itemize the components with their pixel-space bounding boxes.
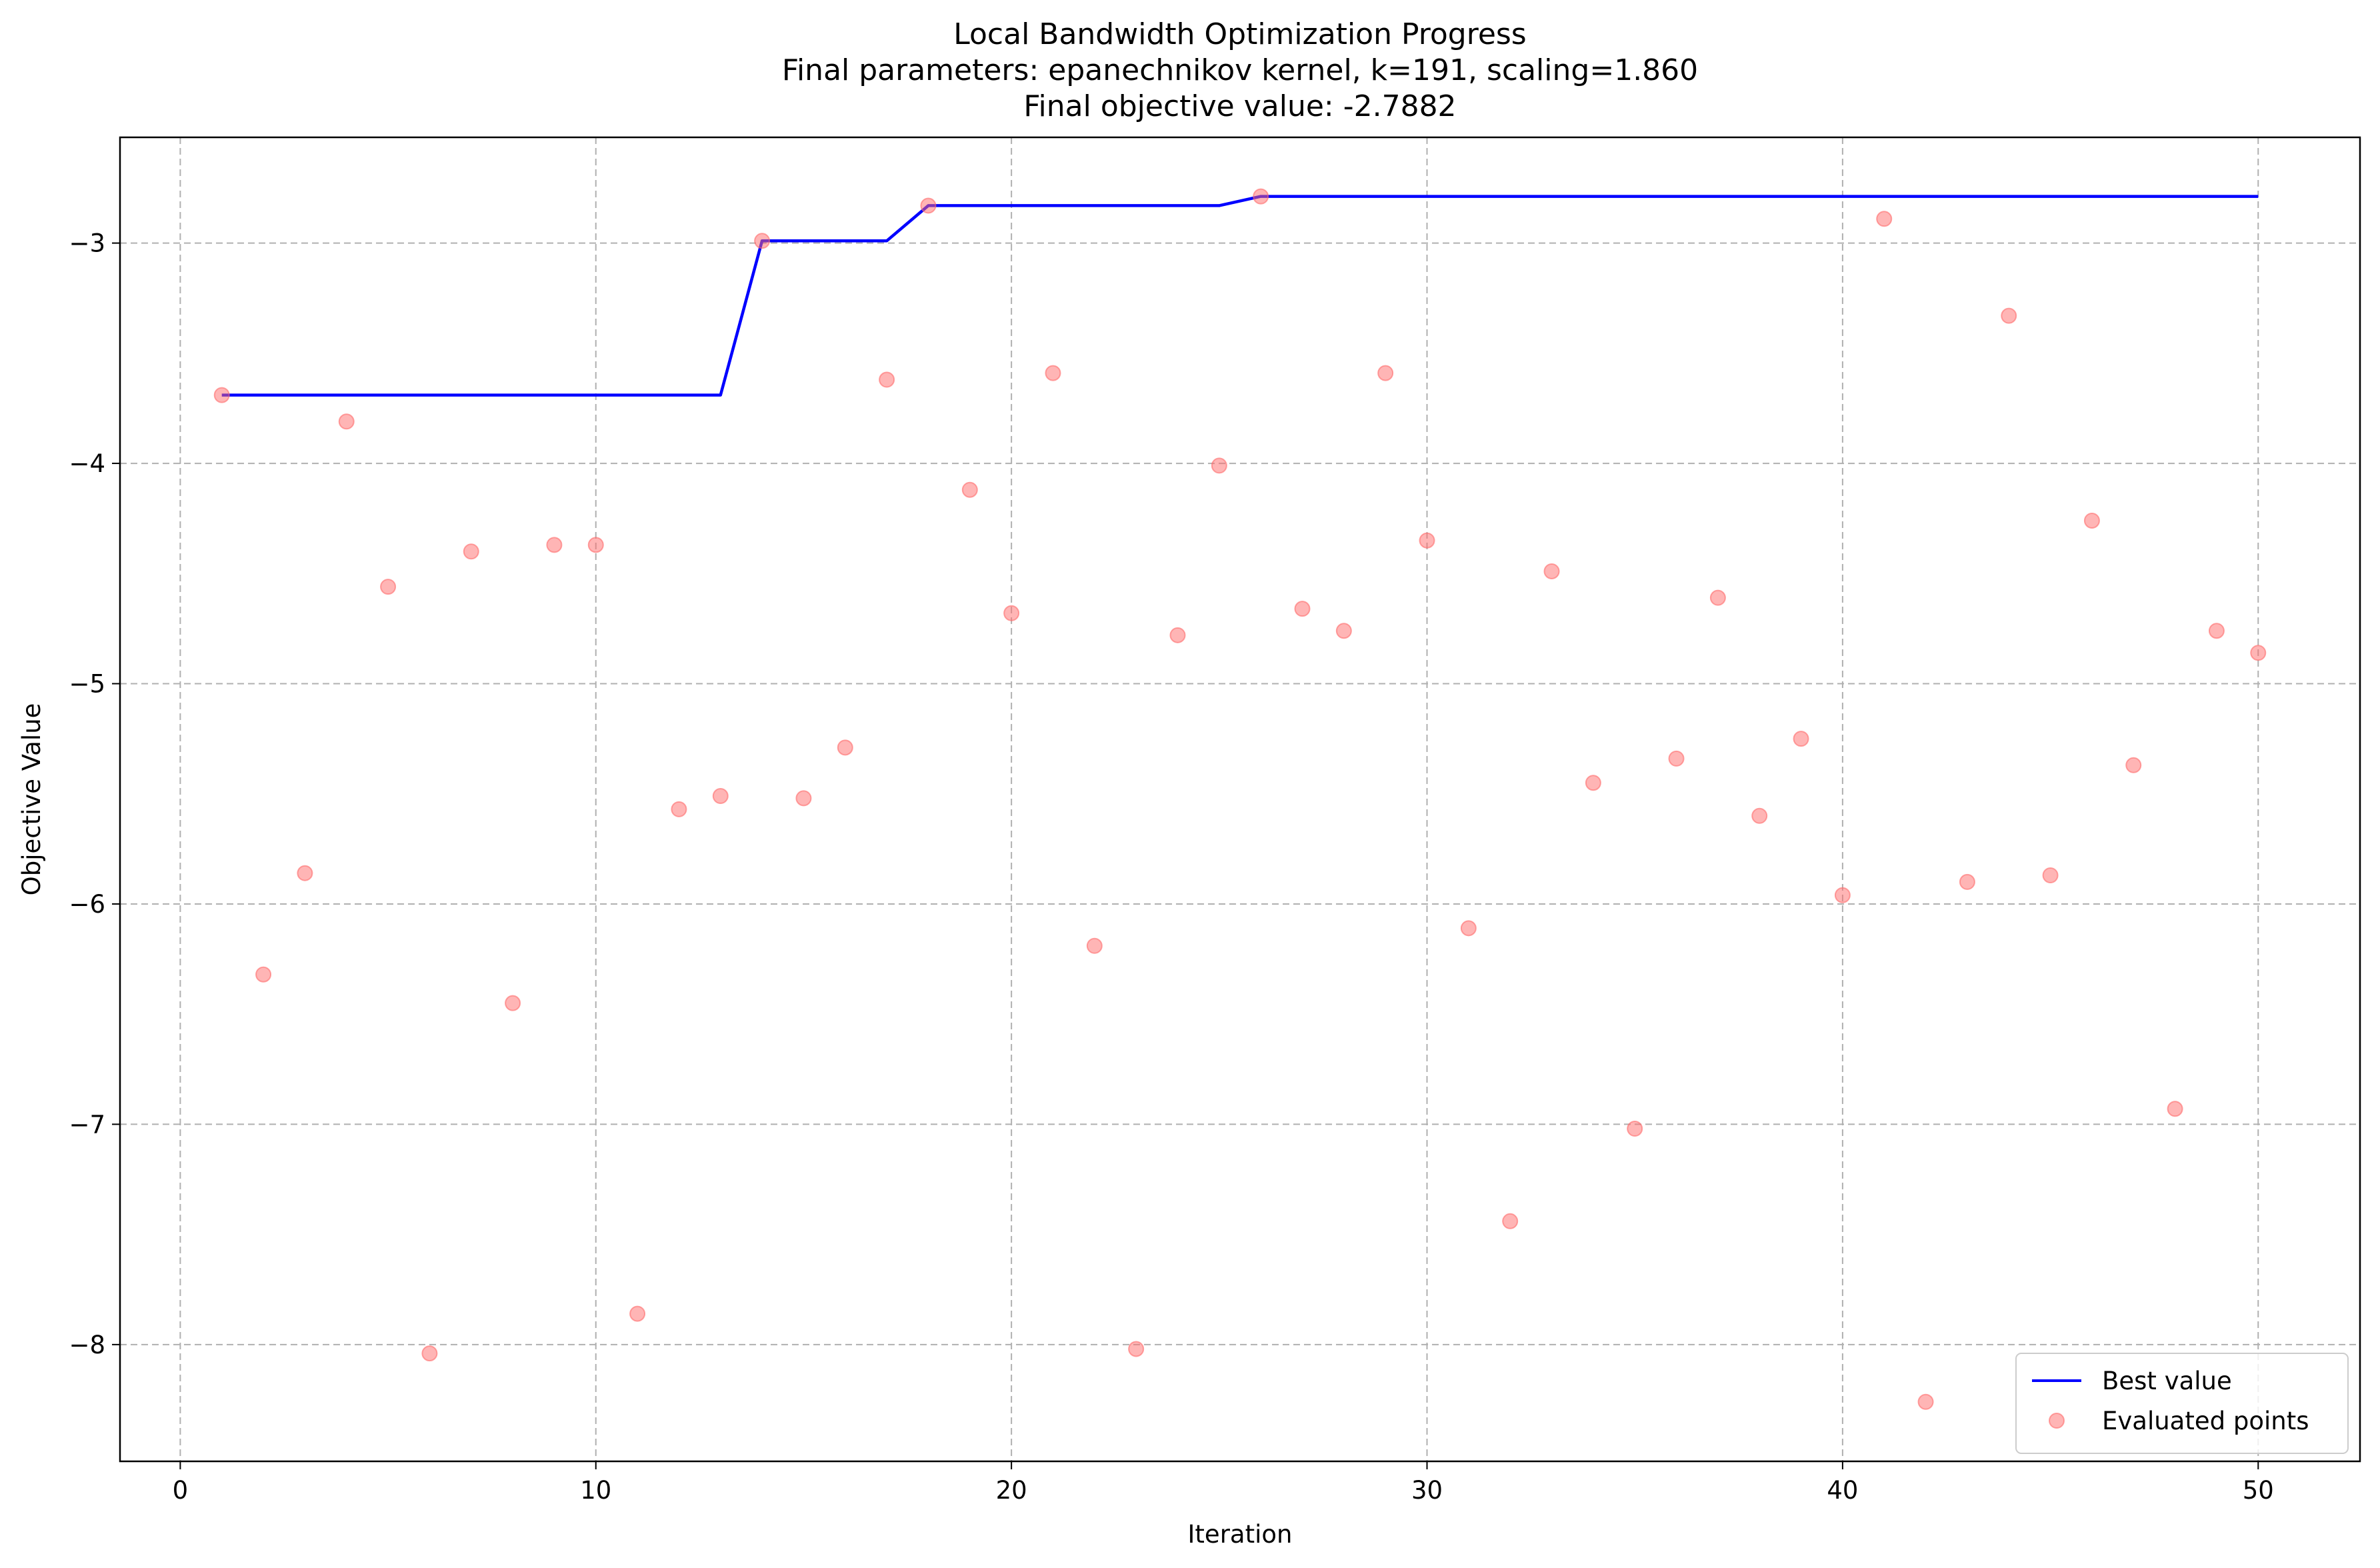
evaluated-point: [1169, 627, 1186, 643]
chart-title-line-2: Final parameters: epanechnikov kernel, k…: [782, 53, 1698, 87]
plot-series: [213, 188, 2267, 1410]
legend: Best value Evaluated points: [2015, 1353, 2349, 1454]
y-axis-label: Objective Value: [17, 703, 46, 896]
evaluated-point: [380, 579, 397, 595]
y-tick-label: −5: [69, 670, 105, 699]
evaluated-point: [879, 371, 895, 388]
evaluated-point: [2208, 623, 2225, 639]
evaluated-point: [1543, 563, 1560, 579]
evaluated-point: [961, 481, 978, 498]
evaluated-point: [1876, 211, 1893, 227]
legend-marker-swatch: [2049, 1413, 2065, 1429]
y-tick-label: −8: [69, 1331, 105, 1359]
x-tick-label: 40: [1827, 1476, 1858, 1505]
evaluated-point: [1751, 807, 1768, 824]
evaluated-point: [1668, 750, 1685, 767]
evaluated-point: [629, 1305, 646, 1322]
y-tick-label: −6: [69, 890, 105, 919]
y-tick-label: −7: [69, 1110, 105, 1139]
evaluated-point: [2167, 1101, 2183, 1117]
x-tick-label: 10: [580, 1476, 611, 1505]
evaluated-point: [421, 1345, 438, 1362]
evaluated-point: [1419, 532, 1435, 549]
evaluated-point: [1793, 731, 1809, 747]
evaluated-point: [1377, 365, 1394, 381]
evaluated-point: [255, 966, 272, 983]
chart-title-line-3: Final objective value: -2.7882: [1023, 89, 1456, 123]
axis-ticks: 0 10 20 30 40 50 −3 −4 −5 −6 −7 −8: [69, 229, 2273, 1505]
legend-label-evaluated-points: Evaluated points: [2102, 1407, 2309, 1435]
evaluated-point: [1335, 623, 1352, 639]
evaluated-point: [1086, 937, 1103, 954]
chart-title-line-1: Local Bandwidth Optimization Progress: [953, 17, 1526, 51]
evaluated-point: [1003, 605, 1020, 621]
evaluated-point: [671, 801, 687, 817]
evaluated-point: [2001, 307, 2017, 324]
evaluated-point: [1917, 1393, 1934, 1410]
best-value-line: [221, 195, 2259, 397]
evaluated-point: [1585, 775, 1601, 791]
plot-frame: [119, 136, 2361, 1463]
evaluated-point: [587, 537, 604, 553]
chart-title: Local Bandwidth Optimization Progress Fi…: [782, 17, 1698, 123]
x-tick-label: 30: [1411, 1476, 1443, 1505]
x-tick-label: 0: [173, 1476, 189, 1505]
evaluated-point: [546, 537, 563, 553]
evaluated-point: [1502, 1213, 1519, 1229]
evaluated-point: [2083, 512, 2100, 529]
evaluated-point: [463, 543, 479, 560]
evaluated-point: [338, 413, 355, 430]
evaluated-point: [1709, 589, 1726, 606]
evaluated-point: [297, 865, 313, 881]
evaluated-point: [1253, 188, 1269, 205]
evaluated-point: [837, 739, 853, 756]
evaluated-point: [1834, 887, 1851, 903]
x-tick-label: 50: [2243, 1476, 2274, 1505]
grid: [120, 137, 2360, 1461]
evaluated-point: [1045, 365, 1061, 381]
evaluated-point: [712, 788, 729, 805]
evaluated-point: [754, 233, 771, 249]
evaluated-point: [1460, 920, 1477, 937]
x-tick-label: 20: [996, 1476, 1027, 1505]
evaluated-point: [2250, 645, 2267, 661]
y-tick-label: −3: [69, 229, 105, 258]
evaluated-point: [1959, 873, 1975, 890]
y-tick-label: −4: [69, 449, 105, 478]
evaluated-point: [1128, 1341, 1145, 1357]
evaluated-point: [2042, 867, 2059, 884]
legend-box: [2015, 1353, 2349, 1454]
evaluated-point: [1211, 457, 1227, 474]
evaluated-point: [1627, 1121, 1643, 1137]
evaluated-point: [505, 995, 521, 1011]
evaluated-point: [1294, 601, 1311, 617]
evaluated-point: [795, 790, 812, 807]
evaluated-point: [2125, 757, 2142, 773]
x-axis-label: Iteration: [1188, 1520, 1293, 1549]
legend-label-best-value: Best value: [2102, 1367, 2232, 1395]
evaluated-point: [920, 197, 937, 214]
evaluated-point: [213, 387, 230, 403]
